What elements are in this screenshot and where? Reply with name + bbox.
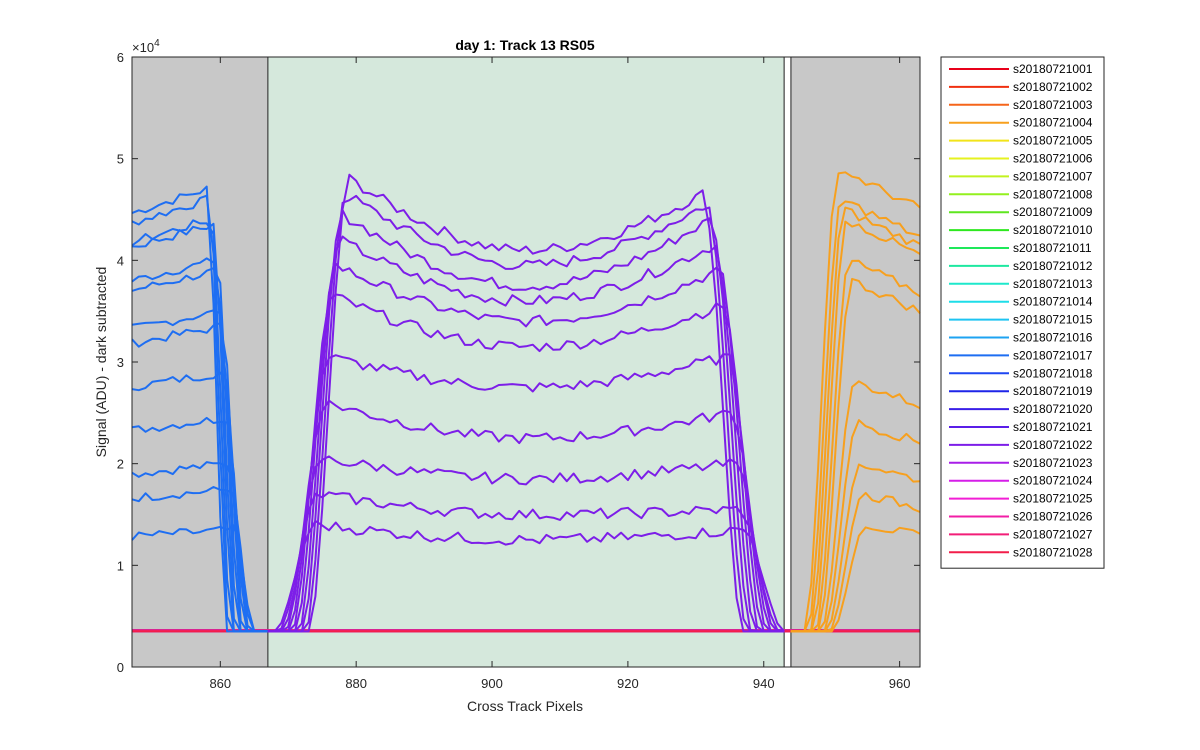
y-exponent-label: ×104 (132, 38, 160, 55)
y-tick-label: 5 (117, 152, 124, 167)
legend-box (940, 56, 1105, 569)
x-tick-label: 860 (209, 676, 231, 691)
left-line-7 (131, 309, 268, 633)
legend-entry: s20180721026 (1013, 510, 1093, 524)
legend-entry: s20180721018 (1013, 366, 1093, 380)
region-1 (132, 57, 268, 667)
legend-entry: s20180721028 (1013, 545, 1093, 559)
y-tick-label: 0 (117, 660, 124, 675)
right-line-1 (790, 171, 921, 633)
legend-entry: s20180721010 (1013, 223, 1093, 237)
legend-entry: s20180721003 (1013, 98, 1093, 112)
x-tick-label: 940 (753, 676, 775, 691)
right-line-4 (790, 220, 921, 633)
legend-entry: s20180721014 (1013, 295, 1093, 309)
legend-entry: s20180721025 (1013, 492, 1093, 506)
middle-line-1 (267, 173, 785, 633)
legend-entry: s20180721011 (1013, 241, 1092, 255)
middle-line-5 (267, 262, 785, 633)
left-line-8 (131, 322, 268, 633)
left-line-13 (131, 524, 268, 633)
x-tick-label: 960 (889, 676, 911, 691)
legend-entry: s20180721005 (1013, 134, 1093, 148)
legend-entry: s20180721021 (1013, 420, 1093, 434)
y-tick-label: 6 (117, 50, 124, 65)
region-2 (267, 57, 785, 667)
legend-entry: s20180721007 (1013, 169, 1093, 183)
legend-entry: s20180721001 (1013, 62, 1093, 76)
series-lines (131, 171, 921, 633)
legend-entry: s20180721027 (1013, 527, 1093, 541)
legend-entry: s20180721006 (1013, 152, 1093, 166)
x-tick-label: 920 (617, 676, 639, 691)
vertical-lines (267, 57, 792, 667)
x-axis-label: Cross Track Pixels (467, 698, 583, 714)
y-tick-label: 2 (117, 457, 124, 472)
legend-entry: s20180721008 (1013, 187, 1093, 201)
y-axis-label: Signal (ADU) - dark subtracted (93, 267, 109, 458)
axes: 860 880 900 920 940 960 0 1 2 3 4 5 6 (117, 50, 921, 691)
legend-entry: s20180721022 (1013, 438, 1093, 452)
right-line-5 (790, 259, 921, 633)
shaded-regions (132, 57, 920, 667)
legend-entry: s20180721024 (1013, 474, 1093, 488)
y-tick-label: 3 (117, 355, 124, 370)
legend-entry: s20180721013 (1013, 277, 1093, 291)
y-tick-label: 1 (117, 558, 124, 573)
legend-entry: s20180721020 (1013, 402, 1093, 416)
middle-line-11 (267, 520, 785, 633)
legend: s20180721001 s20180721002 s20180721003 s201… (940, 56, 1105, 569)
legend-entry: s20180721012 (1013, 259, 1093, 273)
legend-entry: s20180721009 (1013, 205, 1093, 219)
middle-line-2 (267, 194, 785, 633)
middle-line-3 (267, 209, 785, 633)
legend-entry: s20180721023 (1013, 456, 1093, 470)
left-line-11 (131, 461, 268, 633)
middle-line-7 (267, 353, 785, 633)
region-3 (790, 57, 920, 667)
legend-entry: s20180721016 (1013, 331, 1093, 345)
middle-line-4 (267, 235, 785, 633)
middle-line-8 (267, 399, 785, 633)
legend-entry: s20180721002 (1013, 80, 1093, 94)
middle-line-10 (267, 491, 785, 633)
x-tick-label: 880 (345, 676, 367, 691)
right-line-3 (790, 206, 921, 633)
right-line-11 (790, 526, 921, 633)
y-tick-label: 4 (117, 253, 124, 268)
legend-entry: s20180721017 (1013, 348, 1093, 362)
legend-entry: s20180721015 (1013, 313, 1093, 327)
x-tick-label: 900 (481, 676, 503, 691)
legend-entry: s20180721019 (1013, 384, 1093, 398)
legend-entry: s20180721004 (1013, 116, 1093, 130)
middle-line-6 (267, 293, 785, 633)
right-line-2 (790, 200, 921, 633)
chart-title: day 1: Track 13 RS05 (455, 37, 595, 53)
middle-line-9 (267, 455, 785, 633)
